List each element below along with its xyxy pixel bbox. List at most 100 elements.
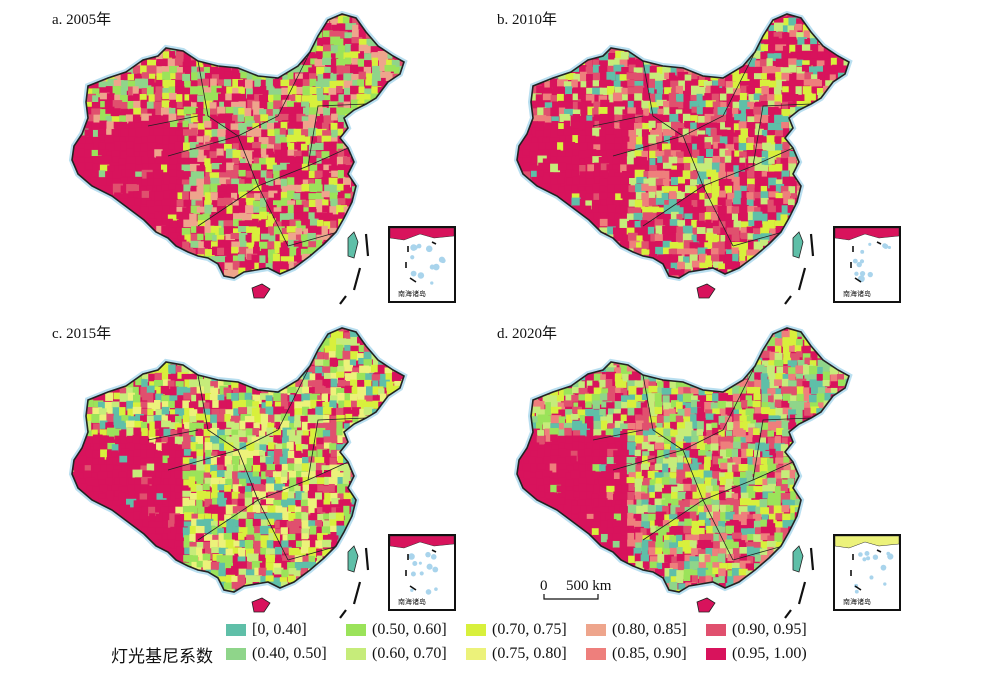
china-map <box>68 10 408 305</box>
inset-island <box>880 564 887 571</box>
province-border <box>752 103 812 167</box>
inset-island <box>425 551 431 558</box>
panel-title: b. 2010年 <box>497 12 558 28</box>
maritime-boundary <box>784 547 815 619</box>
national-border <box>71 13 405 279</box>
panel-2005: a. 2005年 南海诸岛 <box>48 6 498 306</box>
inset-boundary <box>405 549 437 591</box>
inset-island <box>417 272 425 279</box>
south-china-sea-inset: 南海诸岛 <box>388 226 456 303</box>
national-border <box>71 327 405 593</box>
inset-map <box>834 535 900 594</box>
legend-label: (0.75, 0.80] <box>492 645 567 662</box>
legend-swatch <box>706 648 726 660</box>
inset-island <box>410 255 415 260</box>
legend-item: (0.40, 0.50] <box>226 644 327 664</box>
inset-island <box>440 258 446 264</box>
inset-island <box>858 552 863 557</box>
inset-island <box>883 582 887 586</box>
national-border <box>516 327 850 593</box>
scale-bar: 0 500 km <box>540 578 640 604</box>
province-border <box>612 449 704 501</box>
province-border <box>197 374 239 451</box>
panel-2010: b. 2010年 南海诸岛 <box>493 6 943 306</box>
inset-island <box>859 259 865 264</box>
legend-item: (0.60, 0.70] <box>346 644 447 664</box>
legend: 灯光基尼系数 [0, 0.40] (0.40, 0.50] (0.50, 0.60]… <box>0 620 999 677</box>
province-border <box>732 231 784 247</box>
legend-item: (0.95, 1.00) <box>706 644 807 664</box>
hainan-island <box>251 283 271 299</box>
taiwan-island <box>792 545 804 573</box>
taiwan-island <box>792 231 804 259</box>
hainan-island <box>696 597 716 613</box>
legend-item: (0.70, 0.75] <box>466 620 567 640</box>
inset-island <box>859 271 866 277</box>
inset-island <box>869 575 874 580</box>
inset-island <box>852 258 858 264</box>
china-map <box>68 324 408 619</box>
legend-item: (0.85, 0.90] <box>586 644 687 664</box>
panel-2015: c. 2015年 南海诸岛 <box>48 320 498 620</box>
province-border <box>147 115 199 127</box>
national-border <box>516 13 850 279</box>
inset-island <box>872 554 879 560</box>
inset-boundary <box>405 241 437 283</box>
legend-item: [0, 0.40] <box>226 620 307 640</box>
province-border <box>642 60 684 137</box>
south-china-sea-inset: 南海诸岛 <box>833 534 901 611</box>
inset-island <box>408 553 415 560</box>
legend-label: (0.80, 0.85] <box>612 621 687 638</box>
legend-label: (0.70, 0.75] <box>492 621 567 638</box>
legend-swatch <box>226 648 246 660</box>
inset-island <box>856 261 862 268</box>
inset-label: 南海诸岛 <box>398 598 426 606</box>
inset-label: 南海诸岛 <box>843 290 871 298</box>
province-border <box>307 417 367 481</box>
south-china-sea-inset: 南海诸岛 <box>388 534 456 611</box>
scale-line <box>543 594 599 600</box>
province-border <box>682 51 756 137</box>
inset-island <box>410 270 417 277</box>
legend-label: (0.90, 0.95] <box>732 621 807 638</box>
taiwan-island <box>347 231 359 259</box>
inset-island <box>410 571 416 577</box>
province-border <box>592 115 644 127</box>
inset-island <box>864 550 870 556</box>
legend-swatch <box>466 624 486 636</box>
legend-title: 灯光基尼系数 <box>111 647 213 666</box>
province-border <box>237 51 311 137</box>
inset-island <box>430 554 437 560</box>
legend-swatch <box>586 648 606 660</box>
legend-label: (0.40, 0.50] <box>252 645 327 662</box>
province-border <box>167 135 259 187</box>
legend-label: (0.60, 0.70] <box>372 645 447 662</box>
province-border <box>307 103 367 167</box>
scale-zero: 0 <box>540 578 548 594</box>
legend-swatch <box>226 624 246 636</box>
legend-swatch <box>586 624 606 636</box>
inset-label: 南海诸岛 <box>398 290 426 298</box>
county-cells <box>517 328 849 592</box>
inset-map <box>389 227 455 285</box>
province-border <box>612 135 704 187</box>
province-border <box>287 545 339 561</box>
panel-title: d. 2020年 <box>497 326 558 342</box>
province-border <box>287 231 339 247</box>
province-border <box>197 60 239 137</box>
panel-title: c. 2015年 <box>52 326 112 342</box>
taiwan-island <box>347 545 359 573</box>
inset-island <box>868 242 872 246</box>
inset-map <box>834 227 900 283</box>
inset-island <box>412 561 418 567</box>
province-border <box>197 499 289 561</box>
inset-island <box>854 589 859 594</box>
legend-item: (0.75, 0.80] <box>466 644 567 664</box>
legend-item: (0.80, 0.85] <box>586 620 687 640</box>
province-border <box>682 365 756 451</box>
inset-island <box>429 264 435 270</box>
legend-swatch <box>346 648 366 660</box>
province-border <box>642 499 734 561</box>
scale-distance: 500 km <box>566 578 612 594</box>
inset-island <box>410 244 417 251</box>
